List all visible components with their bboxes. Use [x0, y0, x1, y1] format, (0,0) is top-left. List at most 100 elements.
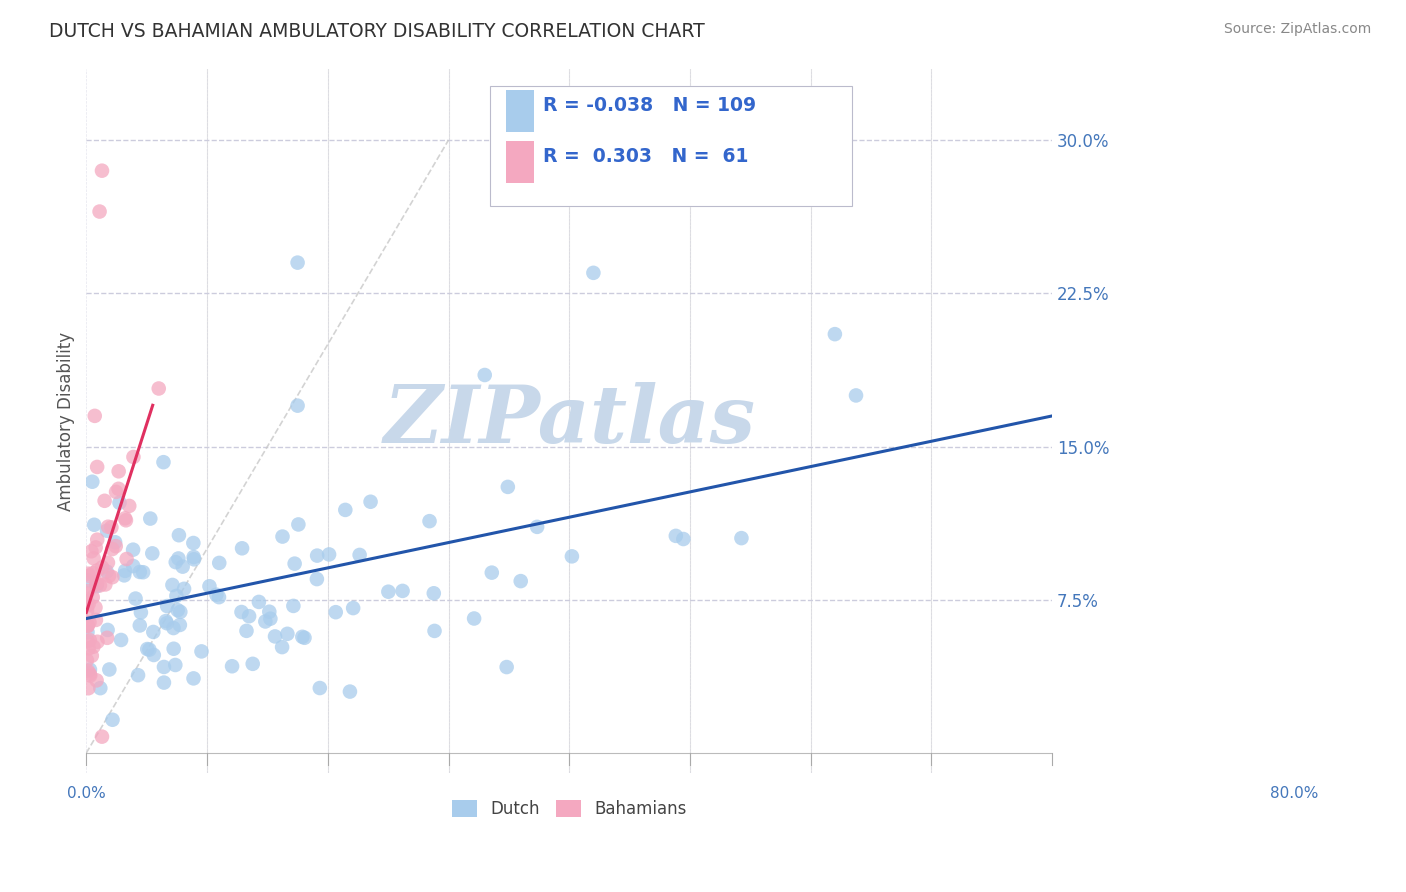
- Bahamians: [86, 459, 108, 474]
- FancyBboxPatch shape: [506, 90, 533, 132]
- Dutch: [142, 648, 165, 662]
- Bahamians: [86, 533, 108, 547]
- Dutch: [271, 640, 294, 654]
- Dutch: [96, 524, 118, 538]
- Dutch: [169, 618, 191, 632]
- Dutch: [287, 517, 309, 532]
- Bahamians: [148, 382, 170, 396]
- Dutch: [183, 536, 205, 550]
- Bahamians: [115, 513, 138, 527]
- Bahamians: [75, 595, 97, 609]
- Dutch: [474, 368, 496, 382]
- Dutch: [259, 612, 281, 626]
- Bahamians: [97, 519, 120, 533]
- Dutch: [139, 511, 162, 525]
- Dutch: [291, 630, 314, 644]
- Dutch: [112, 568, 135, 582]
- Bahamians: [76, 599, 98, 613]
- Dutch: [142, 624, 165, 639]
- Dutch: [307, 549, 329, 563]
- Dutch: [391, 583, 413, 598]
- Dutch: [83, 517, 105, 532]
- Bahamians: [91, 163, 114, 178]
- Dutch: [339, 684, 361, 698]
- Dutch: [153, 660, 176, 674]
- Dutch: [325, 605, 347, 619]
- Bahamians: [77, 584, 100, 599]
- Bahamians: [76, 653, 98, 667]
- Dutch: [495, 660, 517, 674]
- Bahamians: [77, 569, 100, 583]
- Dutch: [423, 586, 446, 600]
- Dutch: [283, 599, 305, 613]
- Dutch: [496, 480, 519, 494]
- Dutch: [152, 455, 174, 469]
- Dutch: [89, 681, 111, 695]
- Dutch: [349, 548, 371, 562]
- Dutch: [284, 557, 307, 571]
- Dutch: [183, 552, 205, 566]
- Bahamians: [77, 597, 100, 611]
- Bahamians: [76, 618, 98, 632]
- Dutch: [108, 496, 131, 510]
- Dutch: [582, 266, 605, 280]
- Dutch: [342, 601, 364, 615]
- Dutch: [156, 599, 179, 613]
- Dutch: [183, 672, 205, 686]
- Bahamians: [93, 493, 115, 508]
- Text: 80.0%: 80.0%: [1270, 786, 1317, 801]
- Dutch: [127, 668, 149, 682]
- Dutch: [167, 551, 190, 566]
- Dutch: [254, 615, 277, 629]
- Bahamians: [114, 511, 136, 525]
- Bahamians: [83, 551, 105, 566]
- Dutch: [231, 605, 253, 619]
- Dutch: [335, 503, 357, 517]
- Bahamians: [101, 542, 124, 557]
- Dutch: [128, 565, 150, 579]
- Bahamians: [83, 409, 105, 423]
- Dutch: [418, 514, 440, 528]
- Dutch: [318, 548, 340, 562]
- Dutch: [730, 531, 752, 545]
- Dutch: [172, 559, 194, 574]
- Dutch: [98, 663, 121, 677]
- Bahamians: [115, 552, 138, 566]
- Bahamians: [79, 633, 101, 648]
- Bahamians: [82, 566, 104, 581]
- Dutch: [287, 399, 309, 413]
- Dutch: [165, 658, 187, 673]
- Y-axis label: Ambulatory Disability: Ambulatory Disability: [58, 332, 75, 510]
- Bahamians: [77, 641, 100, 656]
- Bahamians: [76, 619, 98, 633]
- Legend: Dutch, Bahamians: Dutch, Bahamians: [444, 794, 693, 825]
- Dutch: [162, 578, 184, 592]
- Dutch: [122, 559, 145, 574]
- Bahamians: [80, 648, 103, 663]
- Dutch: [101, 713, 124, 727]
- Dutch: [205, 588, 228, 602]
- Dutch: [208, 590, 231, 604]
- Bahamians: [82, 591, 104, 605]
- Dutch: [276, 627, 298, 641]
- Bahamians: [76, 634, 98, 648]
- Dutch: [153, 675, 176, 690]
- Dutch: [165, 555, 187, 569]
- Dutch: [129, 606, 152, 620]
- Bahamians: [100, 520, 122, 534]
- Dutch: [166, 603, 188, 617]
- Text: 0.0%: 0.0%: [67, 786, 105, 801]
- Dutch: [423, 624, 446, 638]
- Text: R =  0.303   N =  61: R = 0.303 N = 61: [543, 147, 748, 166]
- Bahamians: [80, 544, 103, 558]
- Bahamians: [86, 634, 108, 648]
- Dutch: [79, 663, 101, 677]
- Bahamians: [77, 681, 100, 696]
- Bahamians: [101, 570, 124, 584]
- Bahamians: [86, 673, 108, 688]
- Dutch: [190, 644, 212, 658]
- Bahamians: [82, 640, 104, 654]
- Bahamians: [89, 578, 111, 592]
- Bahamians: [86, 575, 108, 590]
- Bahamians: [79, 666, 101, 681]
